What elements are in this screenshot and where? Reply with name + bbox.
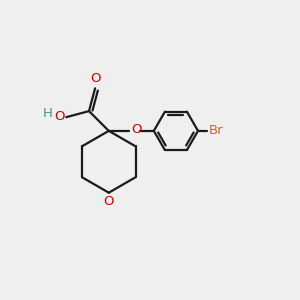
Text: O: O xyxy=(131,123,141,136)
Text: O: O xyxy=(90,72,100,85)
Text: O: O xyxy=(103,195,114,208)
Text: Br: Br xyxy=(208,124,223,137)
Text: O: O xyxy=(55,110,65,123)
Text: H: H xyxy=(43,107,53,120)
